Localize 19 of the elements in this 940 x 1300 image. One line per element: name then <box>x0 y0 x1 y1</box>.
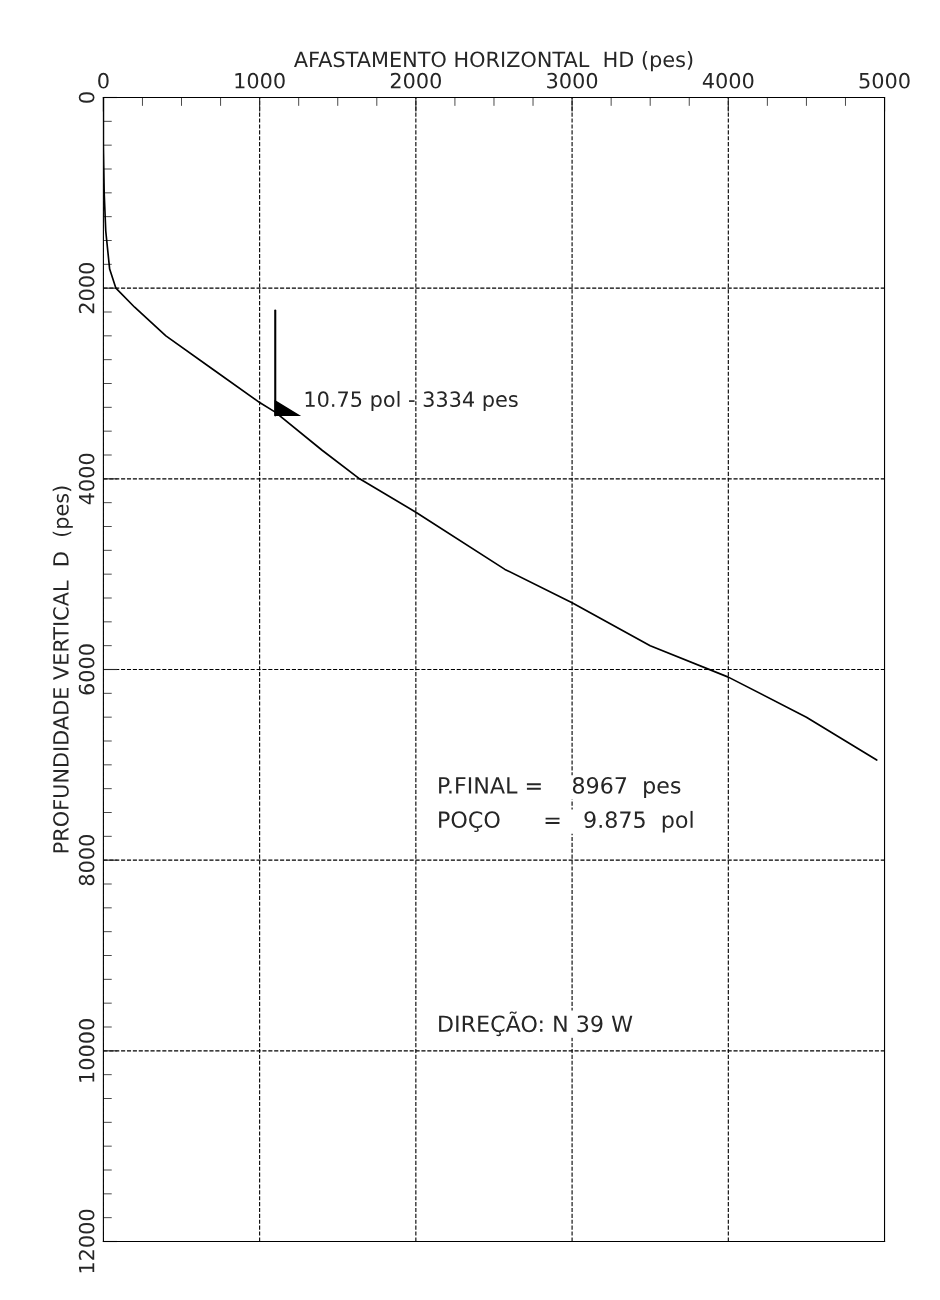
annotation: POÇO = 9.875 pol <box>439 810 693 833</box>
x-tick-label: 5000 <box>859 72 910 89</box>
annotation: P.FINAL = 8967 pes <box>439 776 681 799</box>
x-tick-label: 0 <box>98 72 109 89</box>
annotation: 10.75 pol - 3334 pes <box>305 390 518 412</box>
y-tick-label: 4000 <box>78 453 95 505</box>
x-tick-label: 2000 <box>390 72 441 89</box>
annotation: DIREÇÃO: N 39 W <box>439 1011 633 1037</box>
y-tick-label: 6000 <box>78 644 95 695</box>
x-tick-label: 4000 <box>702 72 754 89</box>
x-axis-title: AFASTAMENTO HORIZONTAL HD (pes) <box>293 51 693 72</box>
y-tick-label: 0 <box>78 92 95 103</box>
x-tick-label: 1000 <box>235 72 285 89</box>
y-tick-label: 2000 <box>78 263 95 314</box>
x-tick-label: 3000 <box>547 72 598 89</box>
y-tick-label: 8000 <box>78 835 95 886</box>
y-tick-label: 10000 <box>78 1019 95 1082</box>
y-axis-title: PROFUNDIDADE VERTICAL D (pes) <box>52 486 73 853</box>
y-tick-label: 12000 <box>78 1209 95 1273</box>
